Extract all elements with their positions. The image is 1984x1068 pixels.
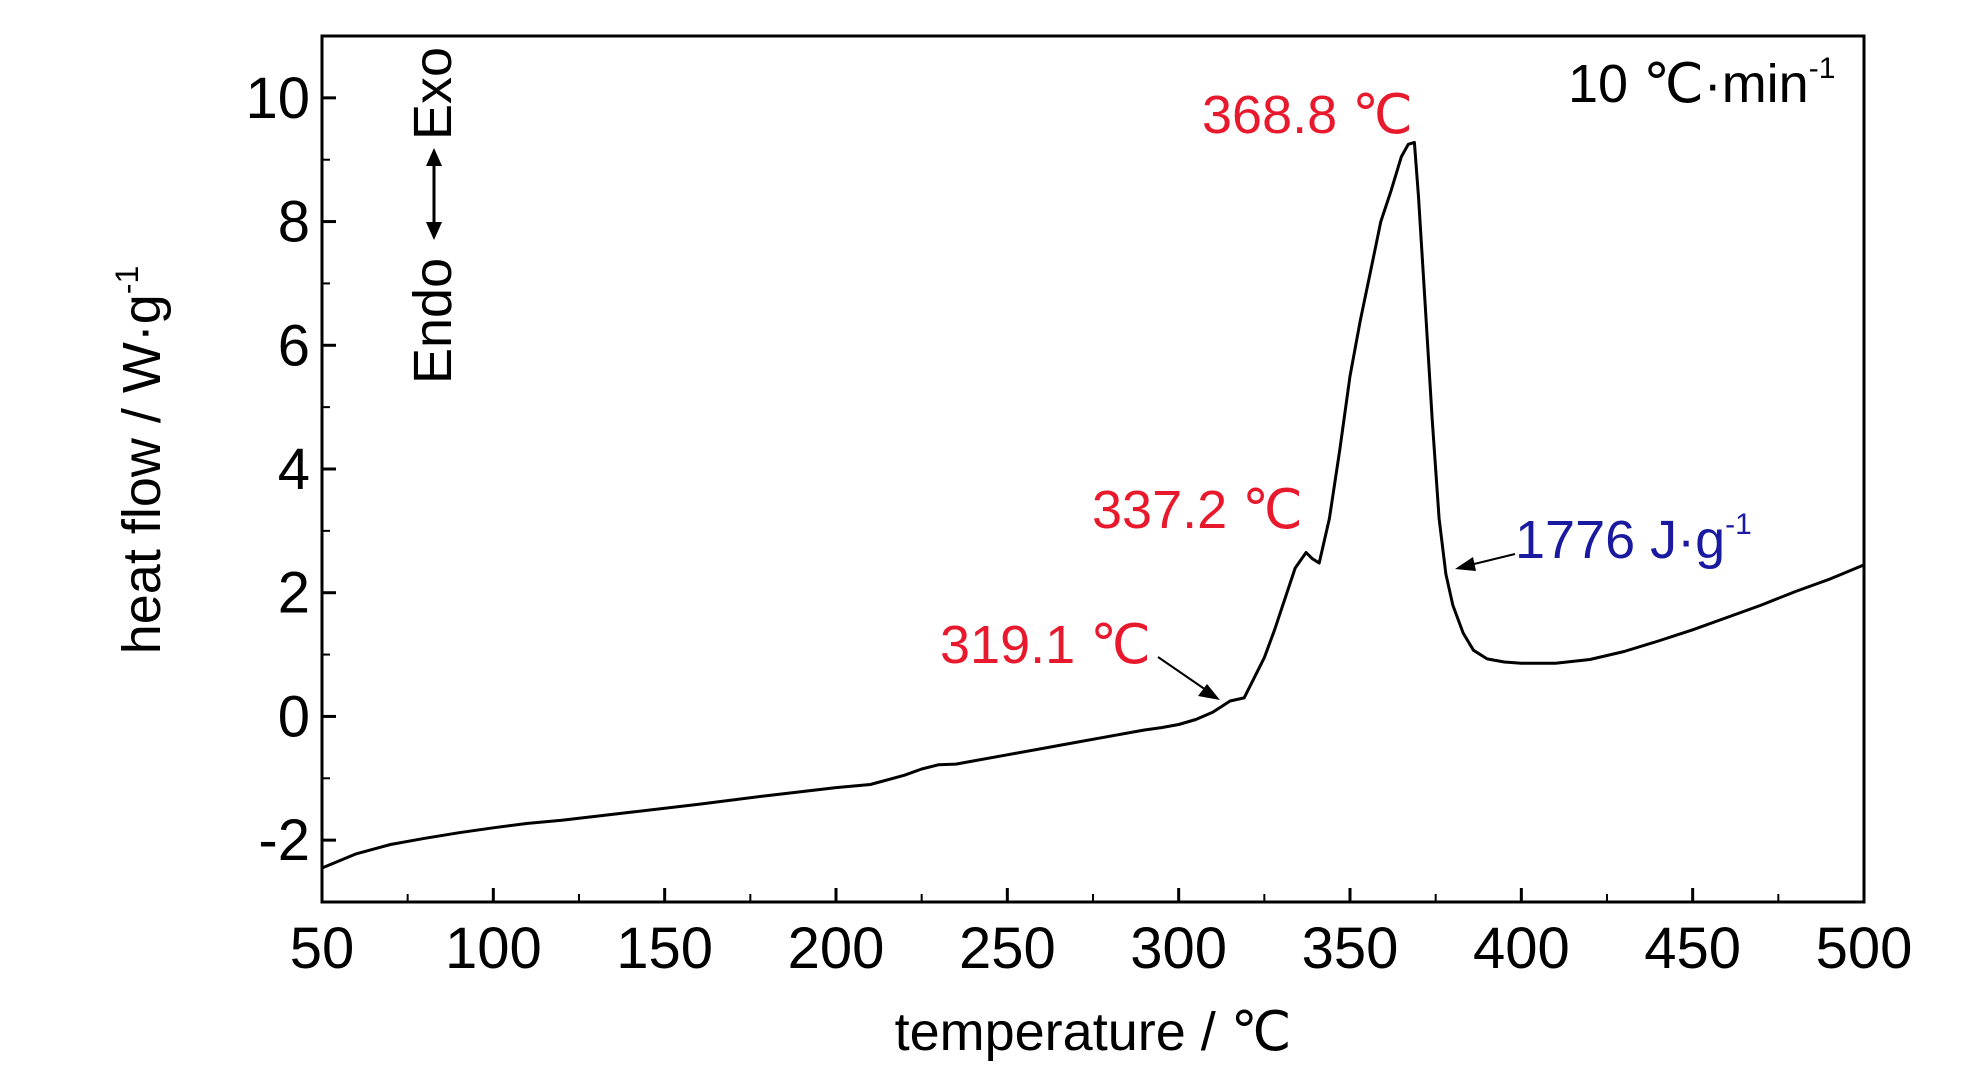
y-tick-label: 2 [278,561,310,626]
tick-labels-layer: 50 100 150 200 250 300 350 400 450 500 -2 0 2 4 6 8 10 [245,66,1912,981]
enthalpy-text: 1776 J·g [1515,510,1725,570]
y-tick-label: 6 [278,313,310,378]
enthalpy-sup: -1 [1725,508,1752,541]
ticks-layer [320,35,1866,903]
heating-rate-label: 10 ℃·min-1 [1568,52,1835,114]
peak-368-label: 368.8 ℃ [1202,85,1413,145]
y-tick-label: -2 [258,808,310,873]
enthalpy-label: 1776 J·g-1 [1515,508,1752,570]
x-axis-title: temperature / ℃ [895,1002,1292,1062]
x-tick-label: 150 [616,916,713,981]
plot-frame [320,34,1866,904]
x-tick-label: 100 [445,916,542,981]
x-tick-label: 250 [959,916,1056,981]
heating-rate-text: 10 ℃·min [1568,54,1809,114]
x-tick-label: 350 [1302,916,1399,981]
exo-label: Exo [403,47,463,140]
x-tick-label: 400 [1473,916,1570,981]
endo-exo-arrow [426,148,442,240]
y-tick-label: 8 [278,190,310,255]
x-tick-label: 300 [1130,916,1227,981]
y-tick-label: 10 [245,66,310,131]
y-tick-label: 4 [278,437,310,502]
enthalpy-arrow [1455,553,1516,571]
y-tick-label: 0 [278,684,310,749]
heating-rate-sup: -1 [1809,52,1836,85]
endo-label: Endo [403,258,463,384]
heat-flow-curve [321,140,1865,870]
onset-arrow [1157,656,1220,700]
y-axis-title-sup: -1 [109,266,145,294]
x-tick-label: 500 [1816,916,1913,981]
x-tick-label: 50 [290,916,355,981]
peak-337-label: 337.2 ℃ [1092,480,1303,540]
y-axis-title-main: heat flow / W·g [112,294,172,654]
x-tick-label: 200 [788,916,885,981]
x-tick-label: 450 [1644,916,1741,981]
onset-319-label: 319.1 ℃ [940,615,1151,675]
y-axis-title: heat flow / W·g-1 [109,266,172,655]
